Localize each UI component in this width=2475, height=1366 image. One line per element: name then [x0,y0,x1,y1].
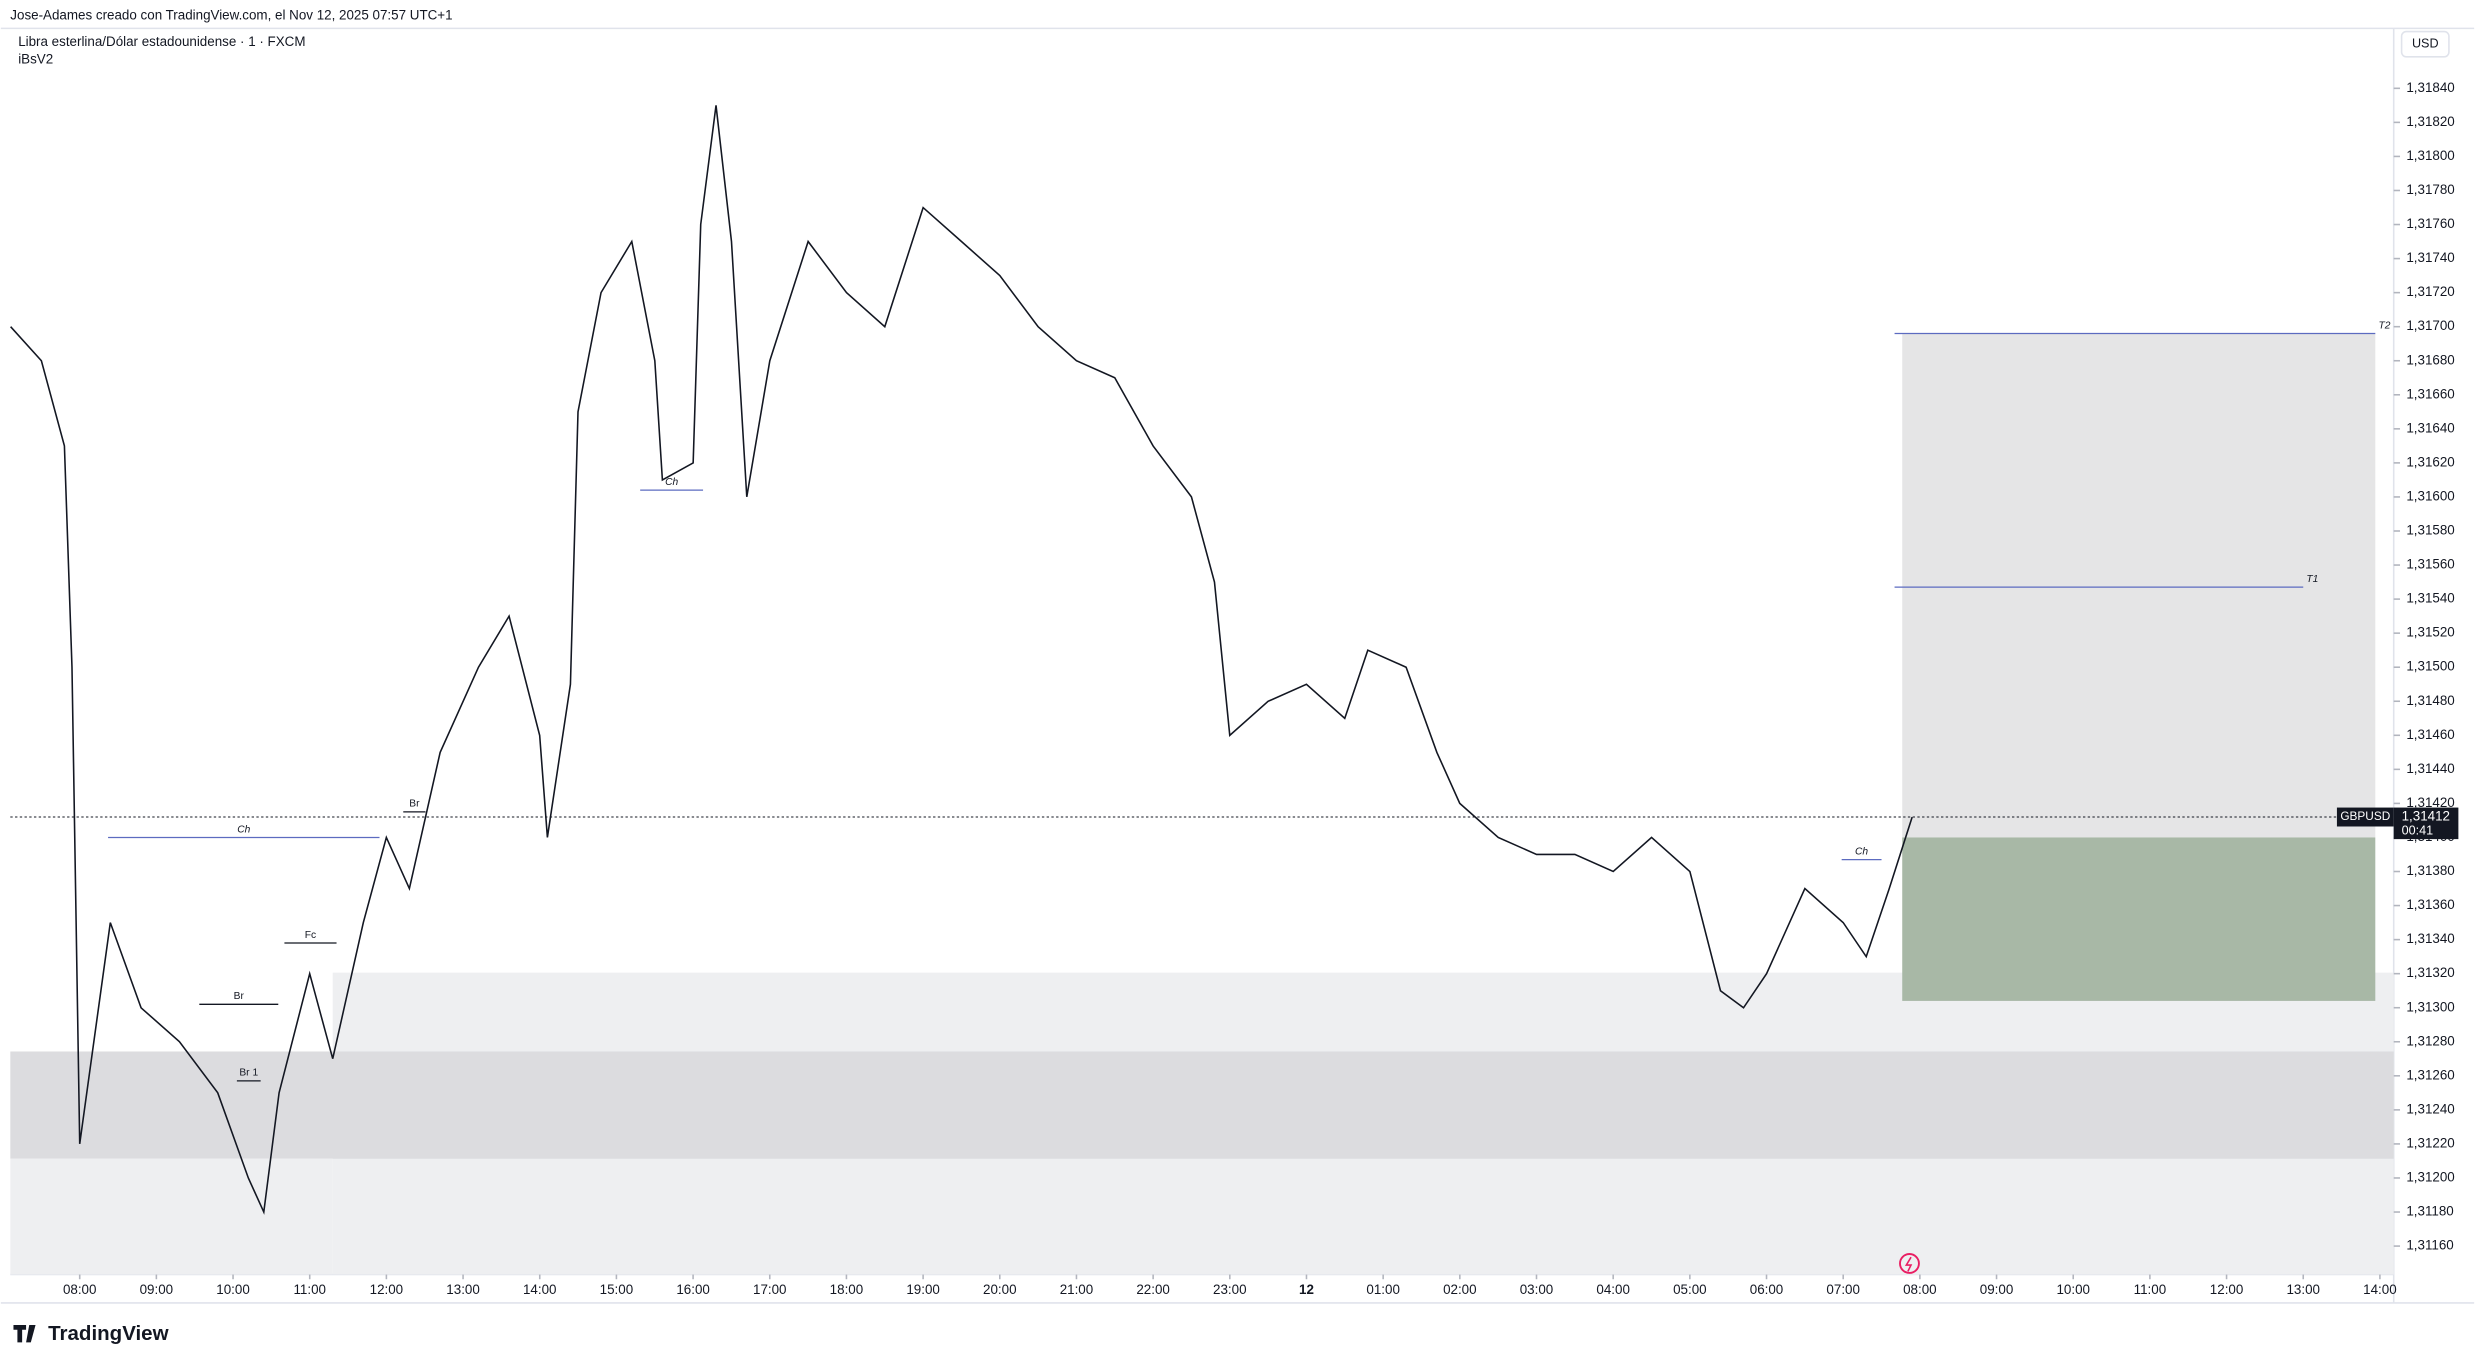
zone [1902,333,2376,838]
x-tick-label: 05:00 [1673,1282,1707,1297]
plot: T2 T1 Ch Ch Br Fc Br Br 1 Ch [10,105,2394,1275]
y-tick-label: 1,31260 [2406,1067,2454,1082]
level-label: Ch [1855,846,1868,857]
price-tag [2393,807,2459,840]
y-tick-label: 1,31380 [2406,863,2454,878]
symbol-tag [2336,807,2394,827]
y-tick-label: 1,31580 [2406,523,2454,538]
y-tick-label: 1,31640 [2406,420,2454,435]
y-tick-label: 1,31700 [2406,318,2454,333]
y-tick-label: 1,31300 [2406,999,2454,1014]
alert-icon-bolt [1904,1256,1913,1272]
y-tick-label: 1,31460 [2406,727,2454,742]
level-label: Br 1 [239,1068,258,1079]
x-tick-label: 09:00 [140,1282,174,1297]
y-tick-label: 1,31340 [2406,931,2454,946]
y-tick-label: 1,31180 [2406,1204,2453,1219]
x-tick-label: 18:00 [830,1282,864,1297]
x-tick-label: 21:00 [1060,1282,1094,1297]
x-tick-label: 12 [1299,1282,1314,1297]
x-tick-label: 13:00 [446,1282,480,1297]
x-tick-label: 11:00 [293,1282,326,1297]
x-tick-label: 07:00 [1826,1282,1860,1297]
y-tick-label: 1,31780 [2406,182,2454,197]
instrument: Libra esterlina/Dólar estadounidense · 1… [18,34,305,49]
x-tick-label: 11:00 [2134,1282,2167,1297]
last-price: 1,31412 [2402,809,2450,824]
y-tick-label: 1,31840 [2406,80,2454,95]
y-tick-label: 1,31540 [2406,591,2454,606]
y-tick-label: 1,31480 [2406,693,2454,708]
level-label: Fc [305,930,316,941]
y-tick-label: 1,31760 [2406,216,2454,231]
indicator: iBsV2 [18,51,53,66]
y-tick-label: 1,31240 [2406,1101,2454,1116]
level-label: Ch [237,824,250,835]
y-tick-label: 1,31680 [2406,352,2454,367]
level-label: Br [409,799,420,810]
x-tick-label: 02:00 [1443,1282,1477,1297]
y-tick-label: 1,31800 [2406,148,2454,163]
y-tick-label: 1,31280 [2406,1033,2454,1048]
x-tick-label: 15:00 [600,1282,634,1297]
x-tick-label: 06:00 [1750,1282,1784,1297]
symbol: GBPUSD [2340,809,2390,823]
x-tick-label: 22:00 [1136,1282,1170,1297]
x-tick-label: 17:00 [753,1282,787,1297]
x-tick-label: 08:00 [63,1282,97,1297]
brand: TradingView [48,1322,168,1345]
currency-button[interactable] [2400,30,2450,58]
y-tick-label: 1,31660 [2406,386,2454,401]
zone [10,1051,2394,1159]
x-tick-label: 10:00 [2056,1282,2090,1297]
y-tick-label: 1,31200 [2406,1170,2454,1185]
y-tick-label: 1,31500 [2406,659,2454,674]
y-tick-label: 1,31740 [2406,250,2454,265]
y-tick-label: 1,31820 [2406,114,2454,129]
x-tick-label: 01:00 [1366,1282,1400,1297]
alert-icon[interactable] [1899,1253,1920,1274]
level-label: T1 [2306,574,2318,585]
x-tick-label: 14:00 [2363,1282,2397,1297]
y-tick-label: 1,31620 [2406,454,2454,469]
currency[interactable]: USD [2412,36,2439,50]
brand-logo [13,1324,36,1343]
x-tick-label: 13:00 [2286,1282,2320,1297]
x-tick-label: 12:00 [2210,1282,2244,1297]
x-tick-label: 20:00 [983,1282,1017,1297]
y-tick-label: 1,31520 [2406,625,2454,640]
x-tick-label: 08:00 [1903,1282,1937,1297]
x-tick-label: 23:00 [1213,1282,1247,1297]
y-tick-label: 1,31720 [2406,284,2454,299]
x-tick-label: 19:00 [906,1282,940,1297]
x-tick-label: 16:00 [676,1282,710,1297]
y-tick-label: 1,31320 [2406,965,2454,980]
y-tick-label: 1,31420 [2406,795,2454,810]
x-tick-label: 12:00 [370,1282,404,1297]
level-label: Br [234,991,245,1002]
y-tick-label: 1,31440 [2406,761,2454,776]
x-tick-label: 10:00 [216,1282,250,1297]
credit: Jose-Adames creado con TradingView.com, … [10,7,452,22]
x-tick-label: 03:00 [1520,1282,1554,1297]
y-tick-label: 1,31160 [2406,1238,2453,1253]
level-label: Ch [665,477,678,488]
x-tick-label: 04:00 [1596,1282,1630,1297]
x-tick-label: 09:00 [1980,1282,2014,1297]
level-label: T2 [2378,320,2390,331]
countdown: 00:41 [2402,824,2434,838]
y-tick-label: 1,31220 [2406,1135,2454,1150]
x-tick-label: 14:00 [523,1282,557,1297]
price-line [10,105,1913,1215]
y-tick-label: 1,31560 [2406,557,2454,572]
zone [1902,837,2376,1001]
zone [10,1158,333,1275]
y-tick-label: 1,31600 [2406,488,2454,503]
y-tick-label: 1,31360 [2406,897,2454,912]
